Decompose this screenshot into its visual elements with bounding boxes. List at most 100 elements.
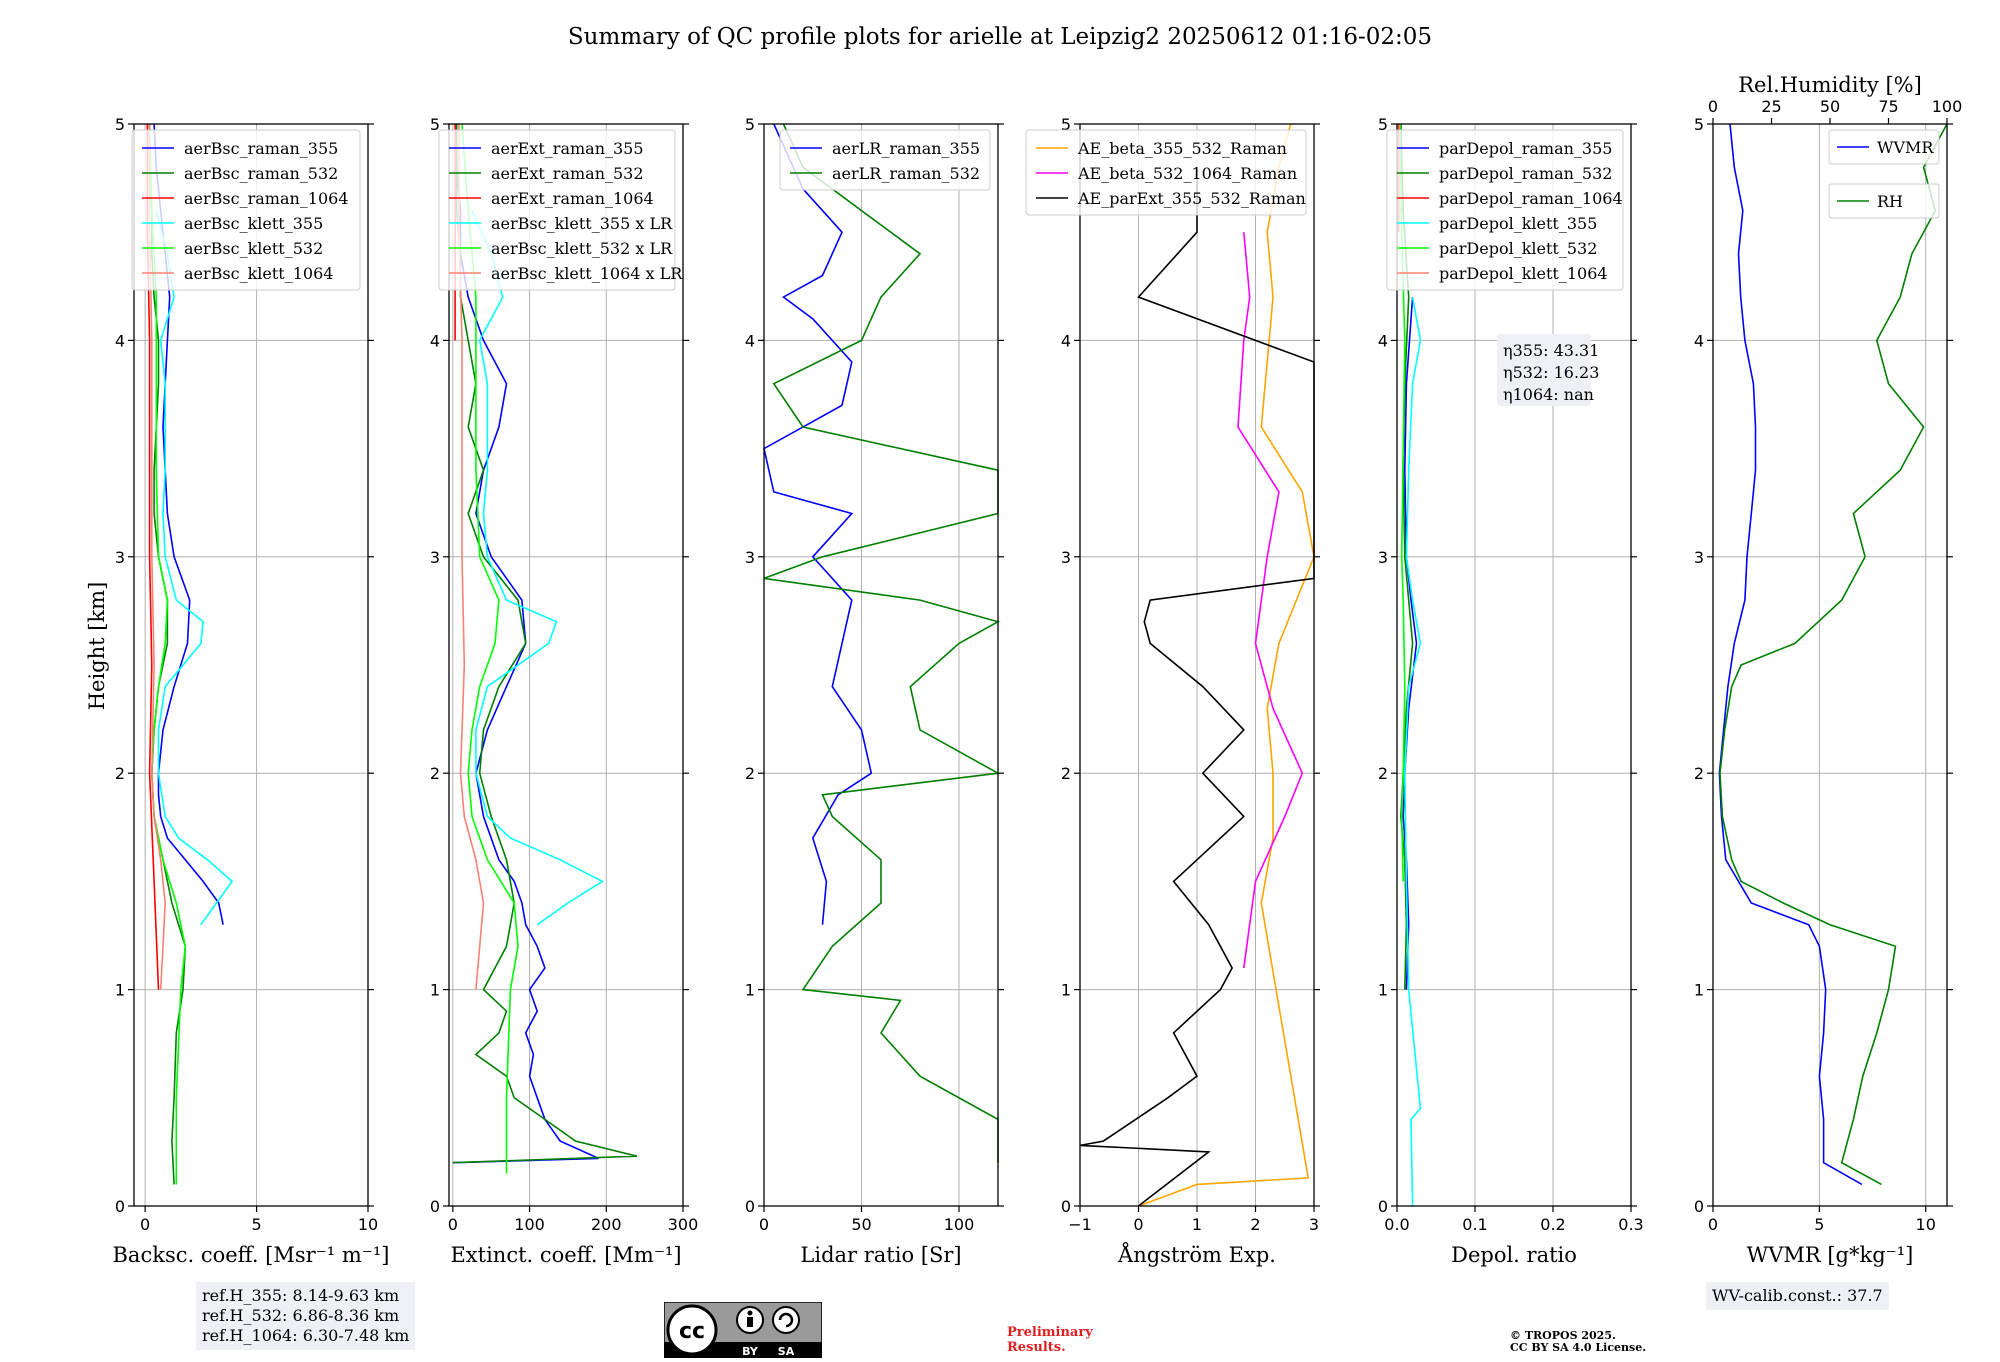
series-line-aerbsc-klett-355-x-lr (471, 210, 605, 926)
y-tick-label: 3 (1694, 548, 1704, 567)
x-axis-label: WVMR [g*kg⁻¹] (1747, 1243, 1914, 1267)
x2-tick-label: 25 (1761, 97, 1781, 116)
cc-icon-text: cc (679, 1319, 705, 1344)
series-line-aerbsc-klett-1064-x-lr (458, 124, 485, 990)
x-axis-label: Extinct. coeff. [Mm⁻¹] (450, 1243, 681, 1267)
legend: AE_beta_355_532_Raman AE_beta_532_1064_Ra… (1025, 129, 1307, 216)
copyright-line-2: CC BY SA 4.0 License. (1510, 1341, 1647, 1354)
x-tick-label: 0.3 (1618, 1215, 1643, 1234)
legend-label: parDepol_klett_532 (1439, 239, 1597, 258)
annotation-line: η532: 16.23 (1503, 363, 1599, 382)
series-line-aerbsc-klett-532-x-lr (461, 123, 519, 1174)
legend-label: aerBsc_klett_355 x LR (491, 214, 673, 233)
x-tick-label: 0.2 (1540, 1215, 1565, 1234)
by-label: BY (742, 1345, 759, 1358)
legend-label: parDepol_klett_355 (1439, 214, 1597, 233)
x2-tick-label: 75 (1878, 97, 1898, 116)
y-tick-label: 5 (745, 115, 755, 134)
chart-panel-5: 0 1 2 3 4 5 0.0 0.1 0.2 0.3 Depol. ratio parDepol_r… (1378, 115, 1644, 1267)
copyright-note: © TROPOS 2025. CC BY SA 4.0 License. (1510, 1330, 1646, 1354)
annotation-box (1497, 334, 1591, 406)
legend: WVMR (1828, 129, 1940, 165)
legend-label: parDepol_raman_355 (1439, 139, 1612, 158)
series-line-aerext-raman-355 (452, 124, 599, 1164)
x-tick-label: 0 (759, 1215, 769, 1234)
x-axis-label: Lidar ratio [Sr] (800, 1243, 961, 1267)
legend-label: aerLR_raman_355 (832, 139, 980, 158)
legend-label: aerLR_raman_532 (832, 164, 980, 183)
x-tick-label: 300 (668, 1215, 699, 1234)
annotation-line: η355: 43.31 (1503, 341, 1599, 360)
x-axis-label: Ångström Exp. (1117, 1242, 1276, 1267)
legend-box (1386, 129, 1624, 291)
y-tick-label: 1 (1694, 981, 1704, 1000)
y-tick-label: 0 (430, 1197, 440, 1216)
series-line-aerbsc-raman-532 (148, 124, 187, 1185)
series-line-rh (1719, 123, 1948, 1186)
wv-calibration-box: WV-calib.const.: 37.7 (1706, 1282, 1889, 1310)
legend-label: RH (1877, 192, 1903, 211)
legend-label: aerExt_raman_355 (491, 139, 644, 158)
y-axis-label: Height [km] (85, 582, 109, 711)
x-tick-label: 0.0 (1384, 1215, 1409, 1234)
series-line-aerbsc-klett-532 (148, 123, 187, 1185)
x-tick-label: 100 (514, 1215, 545, 1234)
preliminary-results-note: Preliminary Results. (1007, 1325, 1093, 1355)
legend: parDepol_raman_355 parDepol_raman_532 parD… (1386, 129, 1624, 291)
legend: RH (1828, 183, 1940, 219)
legend-label: aerBsc_klett_1064 x LR (491, 264, 683, 283)
legend-label: AE_beta_355_532_Raman (1077, 139, 1287, 158)
x2-axis-label: Rel.Humidity [%] (1738, 73, 1922, 97)
y-tick-label: 3 (745, 548, 755, 567)
series-line-pardepol-raman-532 (1400, 123, 1414, 990)
y-tick-label: 4 (1694, 331, 1704, 350)
legend-label: aerBsc_klett_532 x LR (491, 239, 673, 258)
y-tick-label: 3 (115, 548, 125, 567)
legend-label: parDepol_klett_1064 (1439, 264, 1608, 283)
ref-h-532: ref.H_532: 6.86-8.36 km (202, 1306, 400, 1325)
series-line-wvmr (1718, 123, 1863, 1186)
legend-label: aerBsc_raman_532 (184, 164, 338, 183)
x-tick-label: 1 (1192, 1215, 1202, 1234)
x-axis-label: Backsc. coeff. [Msr⁻¹ m⁻¹] (113, 1243, 390, 1267)
series-line-aerbsc-klett-1064 (148, 124, 167, 990)
legend-label: aerBsc_raman_1064 (184, 189, 349, 208)
y-tick-label: 5 (1694, 115, 1704, 134)
y-tick-label: 1 (430, 981, 440, 1000)
y-tick-label: 1 (1061, 981, 1071, 1000)
y-tick-label: 2 (115, 764, 125, 783)
x2-tick-label: 100 (1932, 97, 1963, 116)
chart-panel-1: 0 1 2 3 4 5 0 5 10 Backsc. coeff. [Msr⁻¹ m⁻¹] aerB… (113, 115, 390, 1267)
x2-tick-label: 0 (1708, 97, 1718, 116)
legend-box (1828, 129, 1940, 165)
y-tick-label: 2 (1061, 764, 1071, 783)
legend: aerBsc_raman_355 aerBsc_raman_532 aerBsc_r… (131, 129, 361, 291)
legend-box (438, 129, 676, 291)
x-tick-label: 0 (140, 1215, 150, 1234)
legend: aerLR_raman_355 aerLR_raman_532 (779, 129, 991, 191)
y-tick-label: 0 (1694, 1197, 1704, 1216)
y-tick-label: 5 (1378, 115, 1388, 134)
legend-box (1025, 129, 1307, 216)
legend-box (1828, 183, 1940, 219)
y-tick-label: 3 (1378, 548, 1388, 567)
reference-height-box: ref.H_355: 8.14-9.63 km ref.H_532: 6.86-… (196, 1282, 416, 1350)
legend-label: aerBsc_klett_532 (184, 239, 323, 258)
cc-icon (666, 1304, 718, 1356)
legend-box (779, 129, 991, 191)
x-tick-label: 5 (1814, 1215, 1824, 1234)
y-tick-label: 0 (1061, 1197, 1071, 1216)
wv-calibration-constant: WV-calib.const.: 37.7 (1712, 1286, 1883, 1305)
legend-label: AE_parExt_355_532_Raman (1077, 189, 1306, 208)
x-tick-label: 0 (448, 1215, 458, 1234)
y-tick-label: 0 (745, 1197, 755, 1216)
legend-box (131, 129, 361, 291)
ref-h-355: ref.H_355: 8.14-9.63 km (202, 1286, 400, 1305)
y-tick-label: 3 (1061, 548, 1071, 567)
series-line-ae-beta-355-532-raman (1138, 123, 1315, 1207)
y-tick-label: 4 (115, 331, 125, 350)
